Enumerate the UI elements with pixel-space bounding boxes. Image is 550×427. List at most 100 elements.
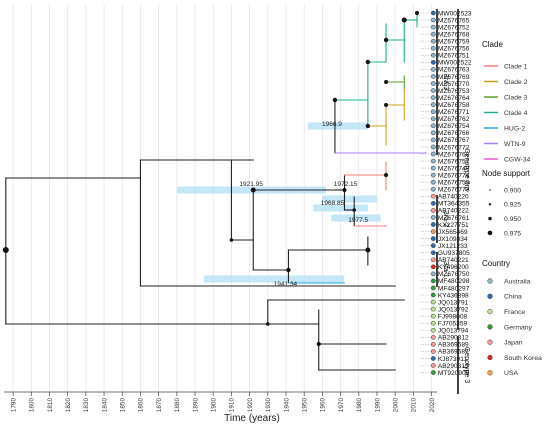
tip-label: MZ676752 — [438, 24, 470, 31]
tip-label: AB369687 — [438, 349, 469, 356]
clade-bar-label: Genotype 3ra — [463, 148, 470, 191]
tip-label: AB290313 — [438, 363, 469, 370]
x-axis-title: Time (years) — [224, 413, 280, 424]
legend-country-label: Australia — [504, 278, 531, 285]
tip-point — [431, 144, 436, 150]
legend-support-label: 0.900 — [504, 187, 521, 194]
tip-label: MZ676774 — [438, 172, 470, 179]
hpd-bar — [307, 122, 368, 130]
node-date-label: 1972.15 — [334, 181, 358, 188]
x-tick-label: 1980 — [356, 398, 363, 413]
x-tick-label: 2010 — [411, 398, 418, 413]
tip-point — [431, 193, 436, 199]
legend-support-label: 0.925 — [504, 202, 521, 209]
legend-country-swatch — [487, 308, 493, 315]
tip-point — [431, 24, 436, 30]
legend-country-label: South Korea — [504, 355, 542, 362]
tip-label: KX227751 — [438, 222, 469, 229]
legend-country-swatch — [487, 339, 493, 345]
legend-country-swatch — [487, 293, 493, 299]
tip-label: MZ676753 — [438, 88, 470, 95]
tip-point — [431, 208, 436, 213]
x-tick-label: 1870 — [156, 398, 163, 413]
tip-point — [431, 356, 436, 361]
tip-point — [431, 52, 436, 58]
x-tick-label: 1920 — [247, 398, 254, 413]
tip-label: MZ676755 — [438, 180, 470, 187]
tip-point — [431, 81, 436, 86]
tip-label: JQ013792 — [438, 306, 469, 313]
tip-label: MT364355 — [438, 201, 470, 208]
tip-point — [431, 334, 436, 340]
tip-point — [431, 299, 436, 305]
tip-label: MZ676772 — [438, 144, 470, 151]
legend-country-swatch — [487, 370, 493, 376]
legend-support-label: 0.950 — [504, 216, 521, 223]
x-tick-label: 1840 — [101, 398, 108, 413]
tip-point — [431, 264, 436, 270]
tip-point — [431, 285, 436, 291]
support-node — [332, 97, 338, 103]
x-tick-label: 1930 — [265, 398, 272, 413]
tip-point — [431, 116, 436, 122]
legend-country-label: China — [504, 294, 522, 301]
x-tick-label: 1970 — [338, 398, 345, 413]
tip-label: MZ676759 — [438, 39, 470, 46]
tip-point — [431, 165, 436, 171]
tip-label: JX109834 — [438, 236, 468, 243]
support-node — [229, 238, 234, 242]
tip-label: MF480297 — [438, 285, 470, 292]
tip-point — [431, 17, 436, 23]
tip-point — [431, 10, 436, 16]
legend-country-swatch — [487, 324, 493, 330]
tip-point — [431, 123, 436, 129]
tip-point — [431, 363, 436, 368]
tip-label: KY496200 — [438, 264, 469, 271]
tip-label: AB740220 — [438, 194, 469, 201]
support-node — [401, 17, 407, 23]
legend-title: Country — [482, 259, 510, 268]
support-node — [286, 267, 291, 273]
tip-point — [431, 243, 436, 248]
tip-label: JX565469 — [438, 229, 468, 236]
legend-clade-label: Clade 2 — [504, 79, 528, 86]
tip-point — [431, 278, 436, 284]
tip-point — [431, 38, 436, 44]
clade-bars: 3ra-3 3ra-2 3ra-1 Genotype 3ra Genotype 3 — [436, 9, 470, 394]
tip-point — [431, 31, 436, 37]
tip-point — [431, 215, 436, 220]
tip-point — [431, 137, 436, 143]
hpd-bar — [322, 195, 377, 203]
x-tick-label: 1940 — [283, 398, 290, 413]
support-node — [383, 37, 389, 43]
tip-label: MZ676751 — [438, 53, 470, 60]
legend-clade-label: HUG-2 — [504, 125, 525, 132]
support-node — [384, 80, 389, 84]
legend: Clade Clade 1 Clade 2 Clade 3 Clade 4 HUG-2 WT… — [482, 40, 542, 377]
tip-label: MZ676760 — [438, 151, 470, 158]
tip-label: MZ676749 — [438, 165, 470, 172]
x-tick-label: 1850 — [120, 398, 127, 413]
tip-point — [431, 236, 436, 241]
tip-point — [431, 271, 436, 277]
x-tick-label: 1820 — [65, 398, 72, 413]
tip-labels: MW002523MZ676765MZ676752MZ676768MZ676759… — [438, 10, 472, 377]
tip-label: MZ676768 — [438, 31, 470, 38]
x-tick-label: 1900 — [211, 398, 218, 413]
tip-label: MZ676766 — [438, 130, 470, 137]
clade-bar-label: 3ra-2 — [442, 211, 449, 227]
node-date-label: 1966.9 — [322, 121, 342, 128]
tip-label: MZ676750 — [438, 271, 470, 278]
legend-support-dot — [489, 189, 491, 191]
tip-label: MF480298 — [438, 278, 470, 285]
tip-label: MZ676764 — [438, 95, 470, 102]
tip-point — [431, 257, 436, 263]
tip-point — [431, 172, 436, 178]
tip-label: MZ676762 — [438, 116, 470, 123]
x-axis: Time (years) 1790 1800 1810 1820 1830 1840 185… — [4, 391, 437, 424]
tip-point — [431, 250, 436, 256]
node-date-label: 1977.5 — [348, 217, 368, 224]
tip-label: AB369689 — [438, 342, 469, 349]
tip-label: JX121233 — [438, 243, 468, 250]
tip-label: MZ676769 — [438, 74, 470, 81]
